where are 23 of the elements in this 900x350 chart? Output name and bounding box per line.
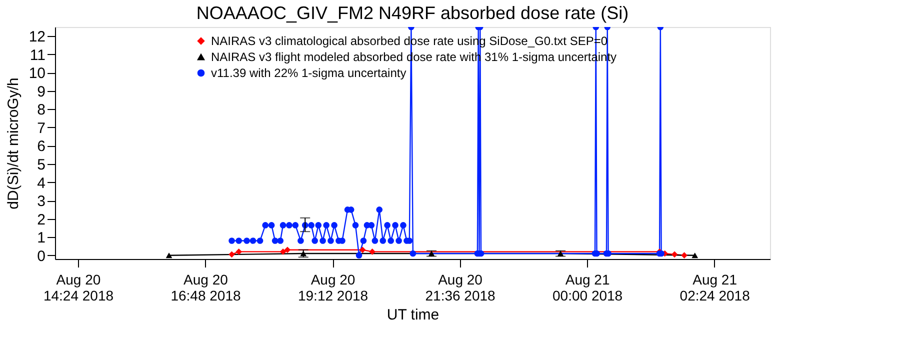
chart-title: NOAAAOC_GIV_FM2 N49RF absorbed dose rate (Si): [196, 3, 629, 23]
y-tick-label: 1: [37, 230, 46, 247]
x-tick-label: Aug 20 16:48 2018: [170, 272, 241, 304]
y-tick-label: 12: [28, 28, 46, 46]
y-tick-label: 5: [37, 156, 46, 174]
y-tick-label: 6: [37, 138, 46, 156]
y-tick-label: 4: [37, 174, 46, 192]
y-tick-label: 3: [37, 193, 46, 210]
y-tick-label: 9: [37, 83, 46, 100]
y-tick-label: 2: [37, 211, 46, 228]
x-tick-label: Aug 20 21:36 2018: [425, 272, 496, 304]
x-tick-label: Aug 20 14:24 2018: [43, 272, 114, 304]
x-tick-label: Aug 21 02:24 2018: [680, 272, 750, 304]
y-tick-label: 0: [37, 248, 46, 265]
legend-label: v11.39 with 22% 1-sigma uncertainty: [211, 66, 406, 80]
y-tick-label: 10: [28, 65, 46, 82]
y-tick-label: 8: [37, 102, 46, 119]
y-tick-label: 7: [37, 120, 46, 137]
x-axis-title: UT time: [386, 306, 440, 324]
y-tick-label: 11: [30, 46, 46, 64]
x-tick-label: Aug 20 19:12 2018: [298, 272, 368, 304]
y-axis-title: dD(Si)/dt microGy/h: [4, 78, 22, 210]
x-tick-label: Aug 21 00:00 2018: [552, 272, 623, 304]
